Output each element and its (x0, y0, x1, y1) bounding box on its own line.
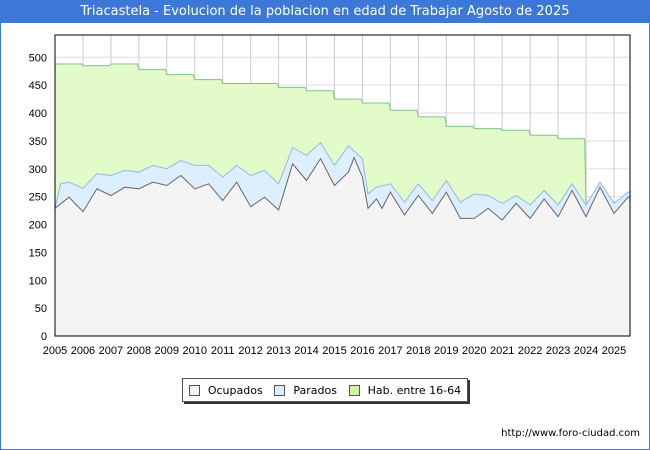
x-tick-label: 2016 (350, 345, 374, 357)
x-tick-label: 2006 (71, 345, 95, 357)
y-tick-label: 150 (29, 247, 47, 259)
legend-label: Parados (293, 383, 337, 397)
x-tick-label: 2005 (43, 345, 67, 357)
legend-item-ocupados: Ocupados (188, 383, 263, 397)
x-tick-label: 2011 (211, 345, 235, 357)
ocupados-series-area (55, 157, 631, 336)
chart-title: Triacastela - Evolucion de la poblacion … (0, 0, 650, 23)
legend-swatch (188, 384, 200, 396)
y-tick-label: 500 (29, 52, 47, 64)
footer-url: http://www.foro-ciudad.com (501, 428, 640, 439)
legend-label: Ocupados (207, 383, 263, 397)
x-tick-label: 2015 (322, 345, 346, 357)
legend: Ocupados Parados Hab. entre 16-64 (182, 378, 468, 402)
x-tick-label: 2021 (490, 345, 514, 357)
x-tick-label: 2017 (378, 345, 402, 357)
x-tick-label: 2013 (266, 345, 290, 357)
plot-border (54, 34, 631, 337)
x-tick-label: 2012 (238, 345, 262, 357)
y-tick-label: 200 (29, 220, 47, 232)
x-tick-label: 2009 (155, 345, 179, 357)
legend-swatch (348, 384, 360, 396)
x-tick-label: 2010 (183, 345, 207, 357)
x-tick-label: 2007 (99, 345, 123, 357)
x-tick-label: 2008 (127, 345, 151, 357)
ocupados-series-line (54, 156, 631, 221)
y-tick-label: 350 (29, 136, 47, 148)
legend-item-hab: Hab. entre 16-64 (348, 383, 462, 397)
y-tick-label: 400 (29, 108, 47, 120)
y-tick-label: 50 (35, 303, 47, 315)
y-tick-label: 0 (41, 331, 47, 343)
x-tick-label: 2019 (434, 345, 458, 357)
x-tick-label: 2023 (546, 345, 570, 357)
hab-series-line (55, 63, 587, 206)
y-tick-label: 250 (29, 192, 47, 204)
y-tick-label: 100 (29, 275, 47, 287)
x-tick-label: 2025 (602, 345, 626, 357)
legend-label: Hab. entre 16-64 (367, 383, 462, 397)
legend-swatch (274, 384, 286, 396)
x-tick-label: 2014 (294, 345, 318, 357)
y-tick-label: 300 (29, 164, 47, 176)
x-tick-label: 2024 (574, 345, 598, 357)
parados-series-line (54, 141, 631, 209)
x-tick-label: 2022 (518, 345, 542, 357)
legend-item-parados: Parados (274, 384, 337, 397)
x-tick-label: 2018 (406, 345, 430, 357)
y-tick-label: 450 (29, 80, 47, 92)
x-tick-label: 2020 (462, 345, 486, 357)
